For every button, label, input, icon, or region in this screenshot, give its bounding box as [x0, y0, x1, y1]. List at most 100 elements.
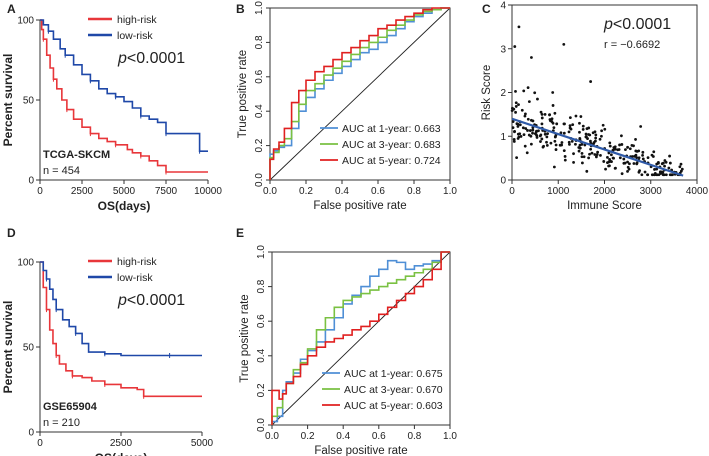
- scatter-point: [588, 152, 591, 156]
- y-tick-label: 0.8: [254, 35, 265, 49]
- scatter-point: [581, 124, 585, 128]
- panel-letter: D: [7, 226, 16, 240]
- panel-letter: A: [7, 2, 16, 16]
- panel-letter: E: [236, 226, 244, 240]
- y-tick-label: 0: [28, 176, 34, 187]
- x-tick-label: 5000: [113, 186, 136, 197]
- scatter-point: [531, 128, 535, 132]
- scatter-point: [620, 143, 624, 146]
- scatter-point: [540, 116, 544, 120]
- y-tick-label: 3: [500, 44, 506, 55]
- scatter-point: [646, 173, 650, 177]
- correlation-r: r = −0.6692: [604, 39, 660, 51]
- scatter-point: [523, 114, 527, 118]
- scatter-point: [633, 154, 636, 158]
- scatter-point: [606, 161, 609, 165]
- scatter-point: [514, 101, 518, 105]
- scatter-point: [640, 173, 644, 177]
- scatter-point: [595, 153, 599, 156]
- n-label: n = 454: [43, 165, 80, 177]
- x-axis-title: False positive rate: [314, 445, 407, 456]
- x-tick-label: 0: [37, 186, 43, 197]
- roc-curve: [271, 251, 450, 425]
- scatter-point: [572, 152, 575, 156]
- legend-label: AUC at 3-year: 0.683: [342, 139, 441, 151]
- scatter-point: [578, 121, 581, 125]
- scatter-point: [594, 155, 598, 159]
- scatter-point: [512, 138, 516, 141]
- scatter-point: [522, 133, 526, 137]
- scatter-point: [516, 137, 520, 140]
- scatter-point: [618, 143, 621, 147]
- scatter-point: [515, 122, 519, 126]
- scatter-point: [560, 143, 564, 147]
- scatter-point: [581, 128, 585, 131]
- x-tick-label: 0.6: [371, 186, 385, 197]
- scatter-point: [652, 150, 656, 154]
- scatter-point: [572, 161, 575, 164]
- scatter-point: [545, 135, 549, 139]
- scatter-point: [554, 143, 558, 147]
- scatter-point: [624, 148, 627, 152]
- x-axis-title: OS(days): [95, 451, 148, 456]
- scatter-point: [584, 132, 588, 136]
- scatter-point: [529, 118, 533, 122]
- scatter-point: [539, 110, 543, 114]
- scatter-point: [534, 133, 538, 137]
- scatter-point: [602, 160, 606, 163]
- y-tick-label: 0.4: [256, 348, 267, 362]
- scatter-point: [650, 173, 654, 177]
- scatter-point: [653, 173, 657, 177]
- scatter-point: [606, 155, 609, 159]
- plot-frame: [269, 7, 451, 181]
- scatter-point: [655, 167, 659, 171]
- scatter-point: [527, 133, 531, 137]
- scatter-point: [656, 161, 660, 165]
- scatter-point: [664, 173, 668, 177]
- y-tick-label: 0.6: [254, 69, 265, 83]
- y-tick-label: 100: [17, 16, 34, 27]
- scatter-point: [549, 119, 552, 123]
- scatter-point: [574, 114, 578, 118]
- scatter-point: [587, 156, 591, 160]
- km-curve-high-risk: [40, 19, 208, 173]
- scatter-point: [554, 148, 558, 151]
- y-tick-label: 1: [500, 132, 506, 143]
- x-tick-label: 0.4: [336, 431, 350, 442]
- scatter-point: [551, 91, 555, 94]
- scatter-point: [608, 141, 612, 145]
- scatter-point: [570, 139, 574, 143]
- scatter-point: [514, 90, 517, 93]
- scatter-point: [524, 127, 528, 130]
- scatter-point: [526, 86, 530, 90]
- scatter-point: [594, 136, 598, 140]
- scatter-point: [579, 115, 583, 118]
- p-value-text: <0.0001: [127, 292, 185, 309]
- legend-label-low-risk: low-risk: [117, 30, 153, 42]
- scatter-point: [609, 153, 613, 157]
- km-curve-low-risk: [40, 261, 202, 357]
- scatter-point: [577, 149, 581, 153]
- x-axis-title: OS(days): [98, 199, 151, 213]
- cohort-label: GSE65904: [43, 401, 98, 413]
- scatter-point: [552, 126, 556, 129]
- scatter-point: [643, 170, 647, 174]
- y-axis-title: True positive rate: [237, 50, 249, 138]
- y-axis-title: Risk Score: [481, 65, 493, 121]
- legend-label: AUC at 5-year: 0.724: [342, 155, 441, 167]
- y-tick-label: 50: [23, 343, 35, 354]
- scatter-point: [668, 161, 672, 165]
- scatter-point: [622, 161, 626, 165]
- y-axis-title: Percent survival: [1, 301, 15, 394]
- scatter-point: [542, 144, 545, 148]
- x-tick-label: 0.2: [301, 431, 315, 442]
- panel-b: B 0.0 0.2 0.4 0.6 0.8 1.0 0.0 0.2 0.4 0.6 0.8 1.0 Fal…: [236, 1, 457, 212]
- scatter-point: [568, 142, 571, 146]
- scatter-point: [630, 143, 634, 147]
- p-value-symbol: p: [117, 50, 127, 67]
- panel-a: A 0 2500 5000 7500 10000 0 50 100 OS(days) Percent…: [1, 2, 222, 213]
- y-tick-label: 0.0: [256, 418, 267, 432]
- x-tick-label: 0: [509, 186, 515, 197]
- y-axis-title: Percent survival: [1, 54, 15, 147]
- scatter-point: [553, 111, 557, 115]
